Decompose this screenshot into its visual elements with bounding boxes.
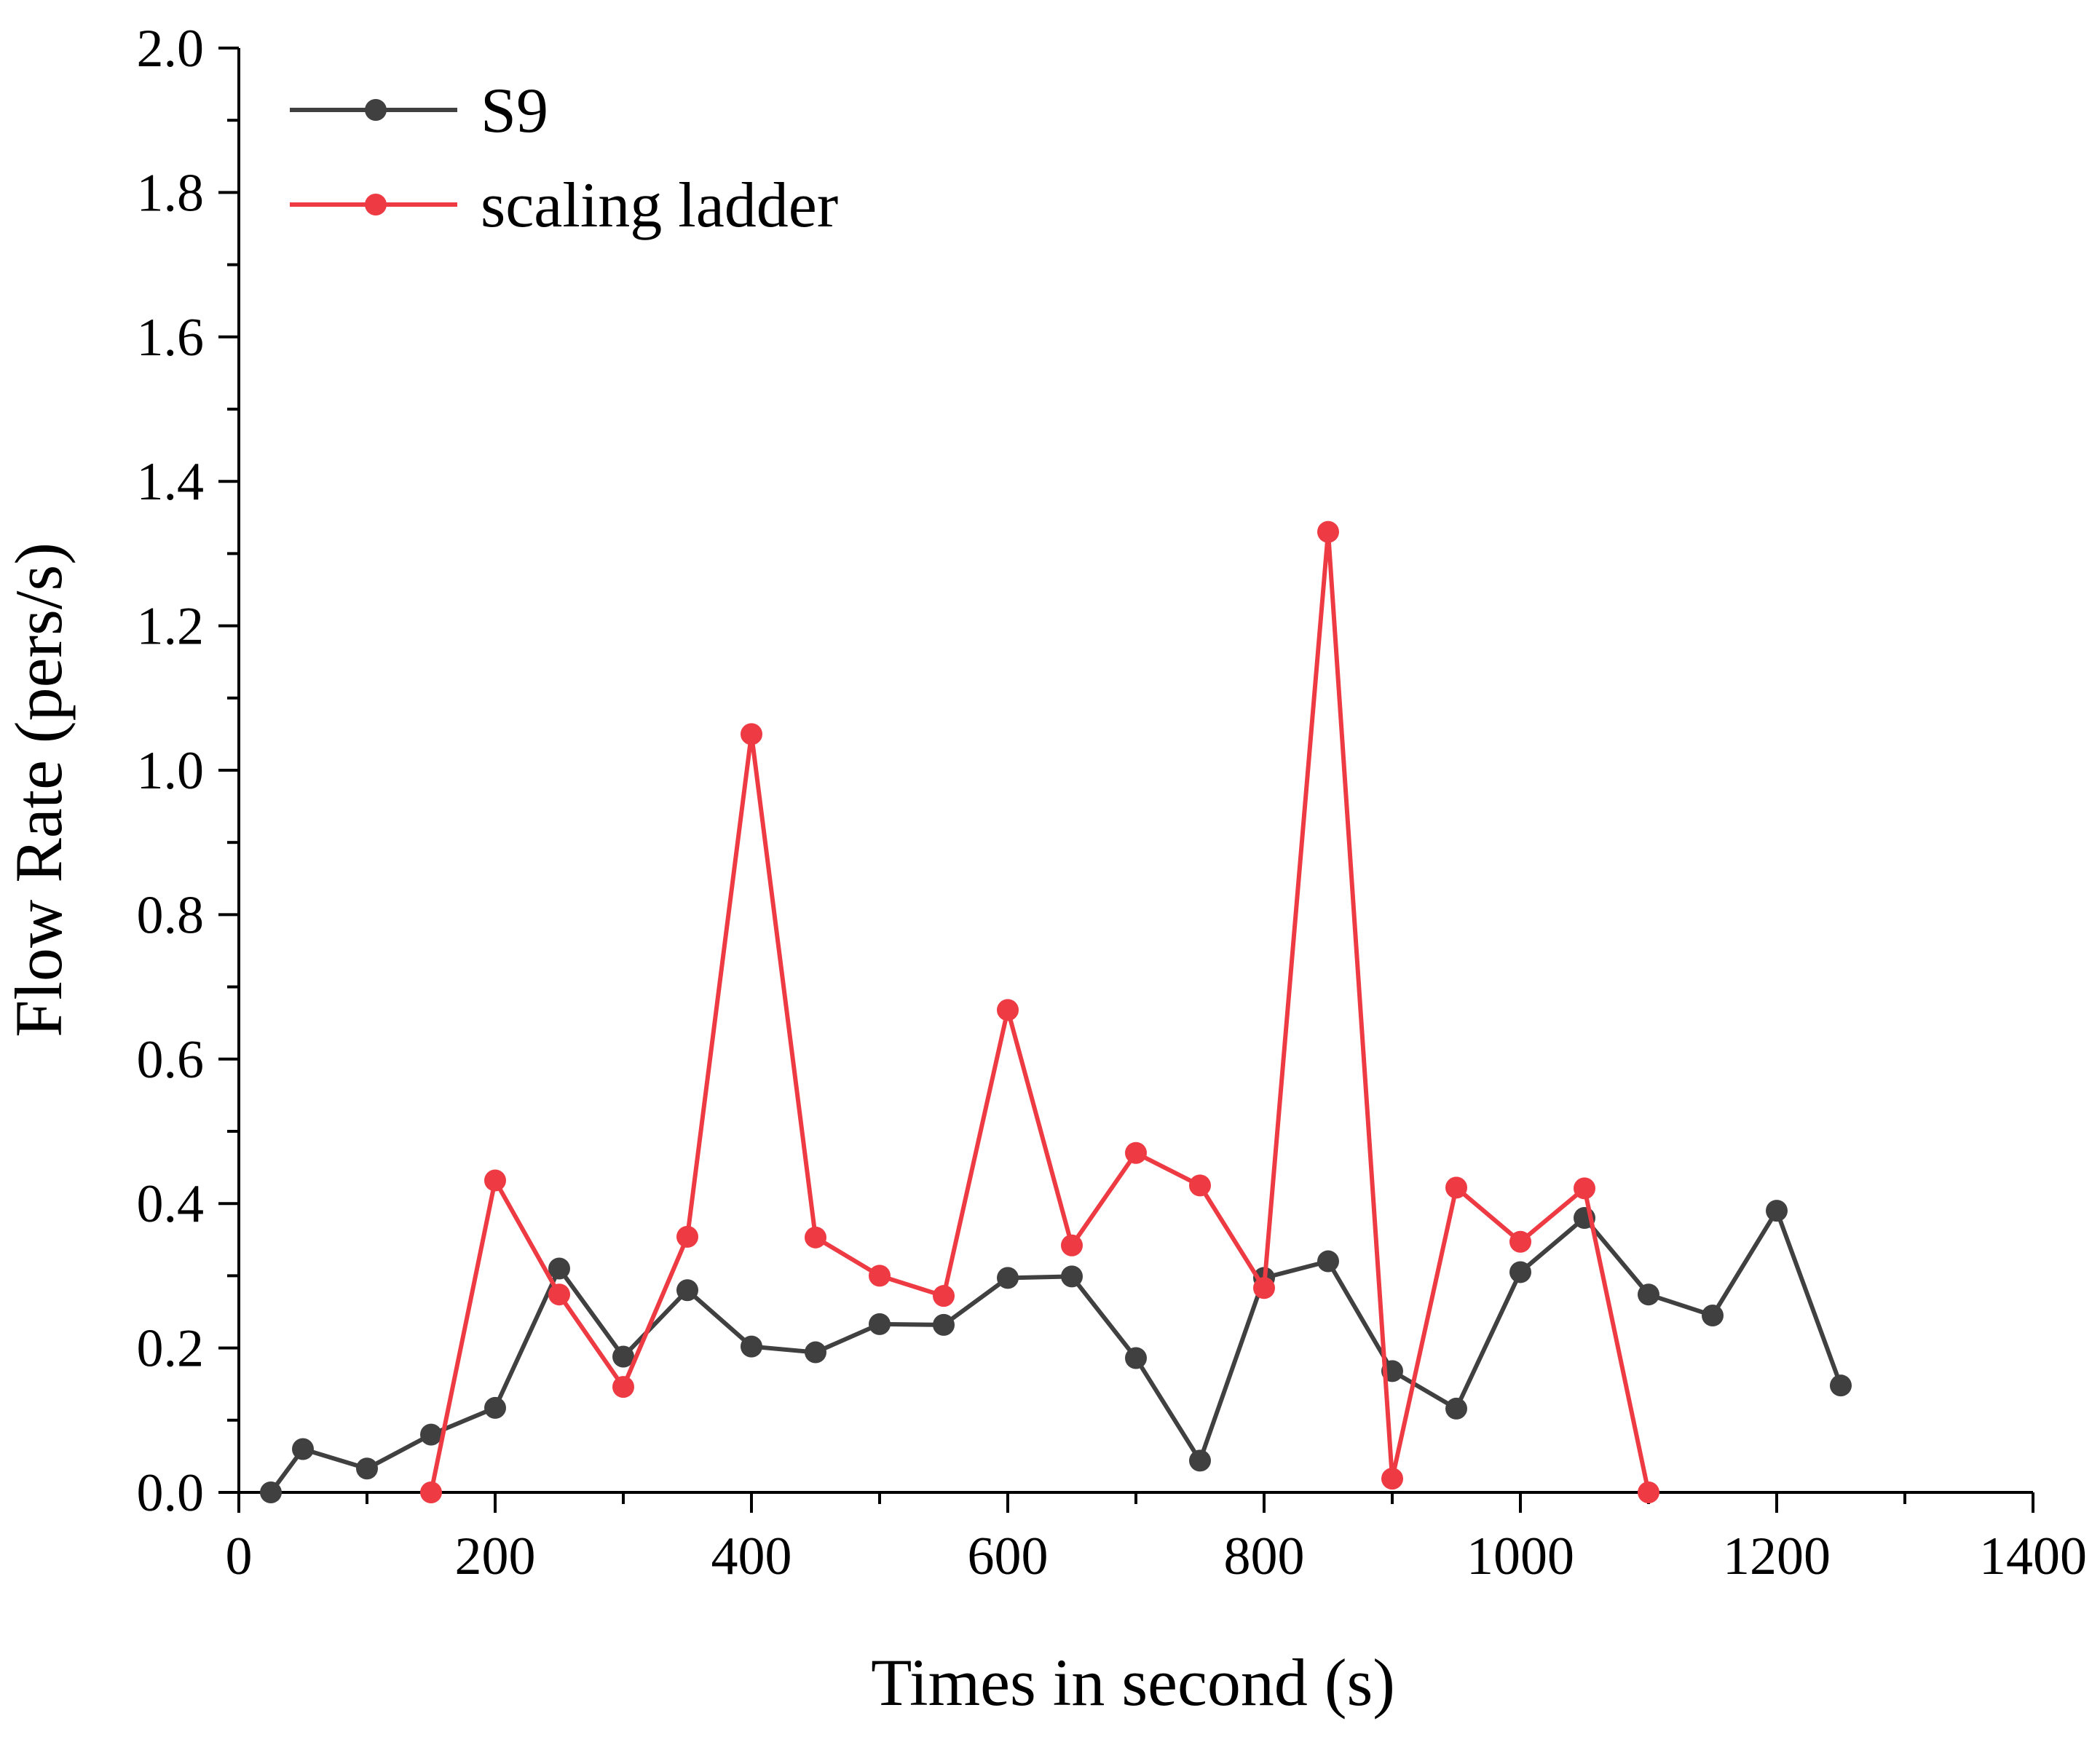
y-ticks: 0.0 0.2 0.4 0.6 0.8 1.0 1.2 1.4 1.6 1.8 2.0	[137, 19, 239, 1523]
axes: 0 200 400 600 800 1000 1200 1400 0.00.20.40.60.…	[137, 19, 2088, 1586]
data-point-s9	[805, 1341, 826, 1364]
data-point-scaling-ladder	[1317, 521, 1339, 543]
data-point-s9	[1061, 1265, 1083, 1288]
data-point-s9	[612, 1345, 634, 1368]
data-point-s9	[1125, 1347, 1147, 1369]
legend-label-scaling-ladder: scaling ladder	[481, 170, 838, 241]
data-point-scaling-ladder	[1574, 1177, 1595, 1200]
data-point-scaling-ladder	[1125, 1141, 1147, 1164]
data-point-scaling-ladder	[997, 999, 1019, 1021]
x-tick-label: 600	[968, 1527, 1049, 1586]
legend-item-scaling-ladder: scaling ladder	[290, 170, 838, 241]
data-point-scaling-ladder	[1381, 1468, 1403, 1490]
series-scaling-ladder	[420, 521, 1659, 1503]
data-point-s9	[420, 1423, 442, 1446]
x-axis-title: Times in second (s)	[871, 1645, 1395, 1720]
y-tick-label: 1.4	[137, 452, 205, 512]
x-tick-label: 1400	[1979, 1527, 2087, 1586]
data-point-scaling-ladder	[1638, 1481, 1659, 1503]
data-point-s9	[1830, 1374, 1852, 1397]
data-point-s9	[1702, 1304, 1724, 1326]
data-point-s9	[933, 1313, 955, 1336]
data-point-scaling-ladder	[741, 723, 762, 745]
data-point-scaling-ladder	[676, 1225, 698, 1248]
legend-marker-s9	[365, 99, 387, 121]
data-point-s9	[548, 1257, 570, 1280]
data-point-s9	[1766, 1200, 1788, 1222]
data-point-s9	[1509, 1261, 1531, 1283]
x-tick-label: 400	[711, 1527, 792, 1586]
legend: S9 scaling ladder	[290, 76, 838, 241]
x-ticks: 0 200 400 600 800 1000 1200 1400	[226, 1492, 2087, 1586]
y-tick-label: 0.8	[137, 885, 205, 945]
data-point-s9	[292, 1438, 314, 1460]
data-point-s9	[1638, 1283, 1659, 1306]
x-tick-label: 1200	[1723, 1527, 1831, 1586]
x-tick-label: 1000	[1467, 1527, 1574, 1586]
x-tick-label: 800	[1224, 1527, 1305, 1586]
y-tick-label: 1.2	[137, 597, 205, 657]
data-point-s9	[1317, 1250, 1339, 1273]
data-point-s9	[356, 1457, 378, 1480]
y-tick-label: 1.8	[137, 163, 205, 223]
data-point-scaling-ladder	[420, 1481, 442, 1503]
data-point-scaling-ladder	[1509, 1230, 1531, 1253]
data-point-s9	[869, 1313, 891, 1335]
data-point-scaling-ladder	[548, 1283, 570, 1306]
data-point-s9	[741, 1335, 762, 1358]
data-point-s9	[1189, 1449, 1211, 1472]
data-point-scaling-ladder	[1189, 1174, 1211, 1197]
data-point-s9	[260, 1481, 282, 1503]
legend-marker-scaling-ladder	[365, 194, 387, 215]
data-point-s9	[997, 1267, 1019, 1289]
y-tick-label: 1.6	[137, 308, 205, 368]
y-tick-label: 0.2	[137, 1319, 205, 1379]
data-point-scaling-ladder	[805, 1226, 826, 1249]
y-tick-label: 0.0	[137, 1463, 205, 1523]
y-tick-label: 2.0	[137, 19, 205, 79]
data-point-scaling-ladder	[869, 1265, 891, 1287]
series-line-scaling-ladder	[429, 531, 1651, 1493]
y-tick-label: 0.6	[137, 1030, 205, 1090]
legend-item-s9: S9	[290, 76, 548, 146]
y-axis-title: Flow Rate (pers/s)	[1, 542, 76, 1037]
data-point-scaling-ladder	[612, 1376, 634, 1398]
series-layer	[260, 521, 1852, 1503]
data-point-s9	[484, 1396, 506, 1419]
data-point-scaling-ladder	[933, 1285, 955, 1307]
data-point-scaling-ladder	[1445, 1176, 1467, 1199]
x-tick-label: 200	[455, 1527, 536, 1586]
legend-label-s9: S9	[481, 76, 548, 146]
series-line-s9	[269, 1206, 1843, 1494]
data-point-s9	[676, 1279, 698, 1302]
series-s9	[260, 1200, 1852, 1503]
data-point-s9	[1445, 1397, 1467, 1420]
data-point-scaling-ladder	[484, 1169, 506, 1192]
data-point-scaling-ladder	[1061, 1234, 1083, 1257]
x-tick-label: 0	[226, 1527, 253, 1586]
y-tick-label: 1.0	[137, 741, 205, 801]
y-tick-label: 0.4	[137, 1174, 205, 1234]
data-point-scaling-ladder	[1253, 1277, 1275, 1299]
